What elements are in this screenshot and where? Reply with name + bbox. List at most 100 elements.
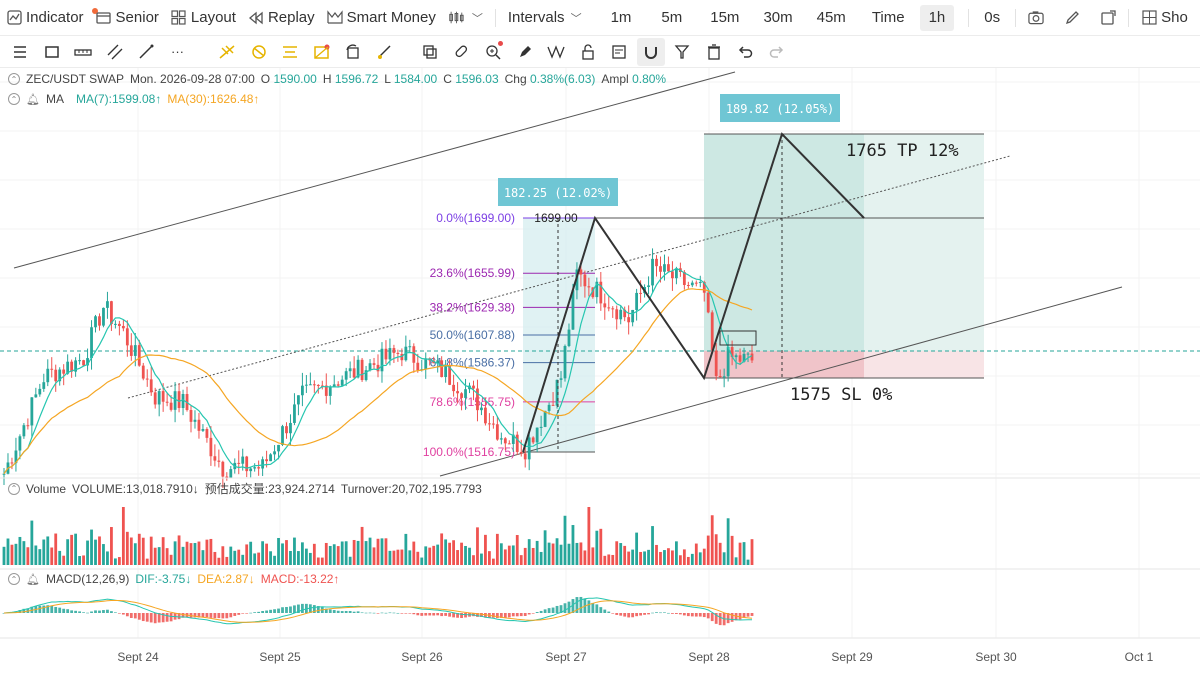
candle-body [718, 376, 722, 378]
undo-button[interactable] [731, 38, 759, 66]
macd-histogram-bar [432, 613, 436, 616]
stop-loss-label: 1575 SL 0% [790, 385, 892, 405]
candle-body [531, 437, 535, 443]
collapse-icon[interactable]: ⌃ [8, 93, 20, 105]
timeframe-30m[interactable]: 30m [763, 9, 793, 26]
layout-button[interactable]: Layout [165, 4, 242, 32]
candle-body [18, 436, 22, 451]
collapse-icon[interactable]: ⌃ [8, 482, 20, 495]
collapse-icon[interactable]: ⌃ [8, 73, 20, 85]
candle-body [515, 434, 519, 452]
export-button[interactable] [1094, 4, 1122, 32]
lock-tool[interactable] [574, 38, 602, 66]
show-menu[interactable]: Sho [1135, 4, 1194, 32]
volume-bar [499, 543, 503, 565]
filter-icon [674, 44, 690, 59]
senior-button[interactable]: Senior [90, 4, 165, 32]
replay-button[interactable]: Replay [242, 4, 321, 32]
candle-body [412, 346, 416, 363]
filter-tool[interactable] [668, 38, 696, 66]
macd-histogram-bar [70, 610, 74, 613]
volume-bar [675, 541, 678, 565]
timeframe-1h[interactable]: 1h [919, 4, 955, 31]
bell-icon[interactable]: 🔔︎ [26, 573, 40, 586]
timeframe-45m[interactable]: 45m [816, 9, 846, 26]
copy-tool[interactable] [416, 38, 444, 66]
fib-circle-tool[interactable] [245, 38, 273, 66]
candle-body [635, 292, 639, 310]
volume-bar [408, 550, 412, 565]
candle-body [384, 348, 388, 360]
menu-icon [14, 45, 26, 58]
macd-histogram-bar [746, 613, 750, 617]
intervals-dropdown[interactable]: Intervals ﹀ [502, 4, 588, 32]
rectangle-tool[interactable] [38, 38, 66, 66]
magnet-icon [644, 46, 657, 59]
volume-bar [308, 552, 312, 565]
candle-body [396, 352, 400, 354]
marker-tool[interactable] [511, 38, 539, 66]
delete-tool[interactable] [700, 38, 728, 66]
macd-histogram-bar [54, 606, 58, 613]
candle-body [619, 309, 623, 320]
template-tool[interactable] [605, 38, 633, 66]
more-tools[interactable]: ··· [164, 38, 192, 66]
volume-bar [106, 551, 109, 565]
macd-histogram-bar [579, 596, 583, 613]
menu-button[interactable] [6, 38, 34, 66]
timeframe-time[interactable]: Time [871, 9, 905, 26]
take-profit-zone-filled [704, 134, 864, 351]
parallel-channel-tool[interactable] [101, 38, 129, 66]
collapse-icon[interactable]: ⌃ [8, 573, 20, 585]
timeframe-1m[interactable]: 1m [610, 9, 632, 26]
time-axis-label: Oct 1 [1125, 650, 1154, 664]
chart-area[interactable]: 0.0%(1699.00) 23.6%(1655.99) 38.2%(1629.38… [0, 68, 1200, 675]
indicator-label: Indicator [26, 9, 84, 26]
macd-histogram-bar [221, 613, 225, 619]
grid-menu-icon [1141, 10, 1157, 26]
rotate-tool[interactable] [339, 38, 367, 66]
brush-tool[interactable] [371, 38, 399, 66]
candle-body [261, 459, 265, 469]
magnet-tool[interactable] [636, 37, 665, 66]
timeframe-15m[interactable]: 15m [710, 9, 740, 26]
pattern-tool[interactable] [308, 38, 336, 66]
macd-histogram-bar [424, 613, 428, 616]
smart-money-button[interactable]: Smart Money [321, 4, 442, 32]
redo-button[interactable] [763, 38, 791, 66]
bar-datetime: Mon. 2026-09-28 07:00 [130, 72, 255, 86]
ruler-tool[interactable] [69, 38, 97, 66]
fib-tool[interactable] [213, 38, 241, 66]
candle-body [372, 363, 376, 365]
bell-icon[interactable]: 🔔︎ [26, 93, 40, 106]
fib-fan-tool[interactable] [276, 38, 304, 66]
price-chart[interactable]: 0.0%(1699.00) 23.6%(1655.99) 38.2%(1629.38… [0, 68, 1200, 675]
turnover-value: Turnover:20,702,195.7793 [340, 481, 482, 496]
eraser-tool[interactable] [448, 38, 476, 66]
chart-type-button[interactable]: ﹀ [442, 4, 489, 32]
macd-histogram-bar [507, 613, 511, 618]
candle-body [726, 347, 730, 377]
volume-bar [647, 549, 650, 565]
macd-histogram-bar [567, 601, 571, 613]
indicator-button[interactable]: Indicator [0, 4, 98, 32]
edit-button[interactable] [1058, 4, 1086, 32]
candle-body [277, 444, 280, 452]
timeframe-5m[interactable]: 5m [661, 9, 683, 26]
volume-bar [340, 541, 344, 565]
candle-body [197, 419, 201, 431]
volume-bar [460, 542, 463, 565]
macd-histogram-bar [301, 603, 304, 613]
trend-line-tool[interactable] [132, 38, 160, 66]
zoom-tool[interactable] [479, 38, 507, 66]
volume-bar [209, 538, 213, 565]
screenshot-button[interactable] [1022, 4, 1050, 32]
macd-histogram-bar [169, 613, 173, 622]
volume-bar [82, 555, 85, 565]
volume-bar [651, 526, 654, 565]
macd-histogram-bar [619, 613, 623, 616]
measure-tool[interactable] [542, 38, 570, 66]
macd-histogram-bar [730, 613, 734, 622]
candle-body [738, 355, 742, 362]
volume-bar [698, 552, 702, 565]
